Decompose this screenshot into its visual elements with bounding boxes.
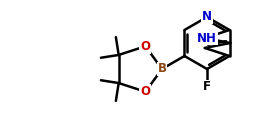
Text: B: B xyxy=(157,62,167,75)
Text: N: N xyxy=(202,10,212,24)
Text: F: F xyxy=(203,80,211,94)
Text: NH: NH xyxy=(197,32,217,45)
Text: O: O xyxy=(141,85,150,98)
Text: O: O xyxy=(141,40,150,53)
